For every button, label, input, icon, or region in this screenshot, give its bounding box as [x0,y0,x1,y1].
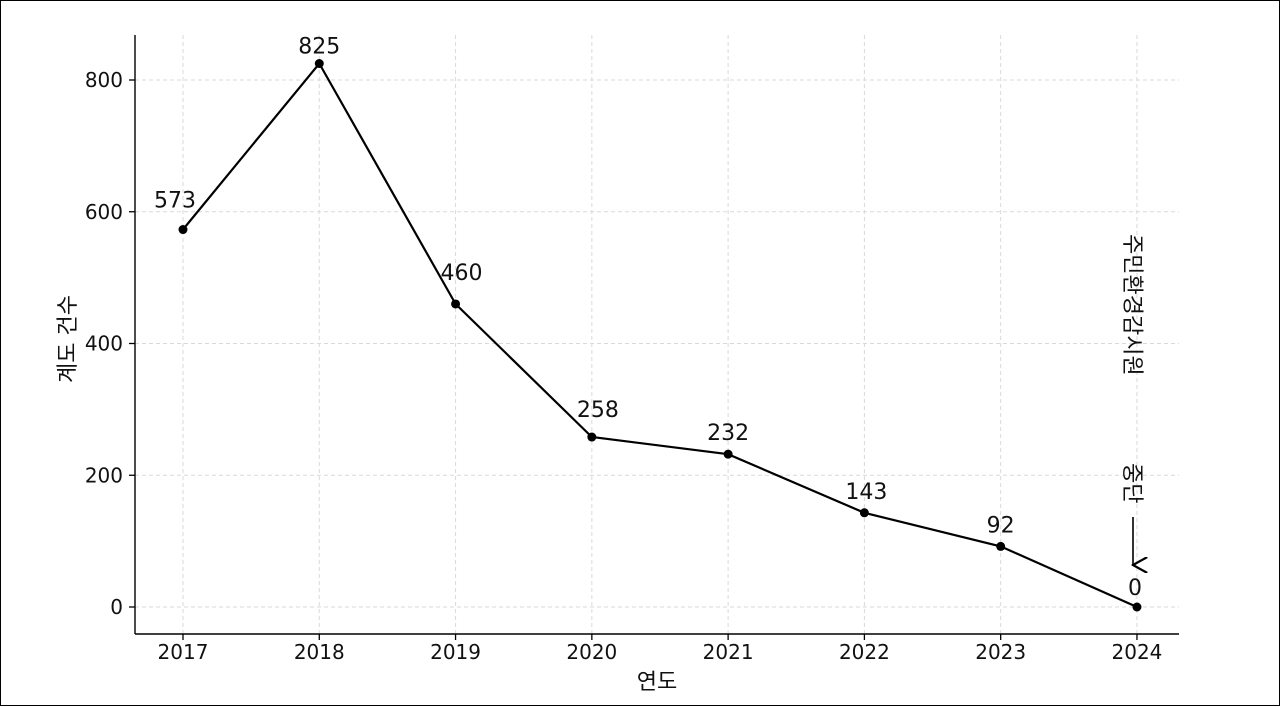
data-points [178,59,1142,612]
data-label: 573 [154,189,196,214]
data-label: 143 [845,480,887,505]
x-tick-label: 2024 [1112,640,1163,664]
y-tick-label: 600 [85,200,123,224]
annotation-text-line2: 중단 [1119,463,1144,503]
data-point [587,432,597,442]
x-tick-label: 2019 [430,640,481,664]
x-axis-label: 연도 [637,670,677,695]
data-point [451,299,461,309]
data-label: 258 [577,398,619,423]
x-tick-label: 2020 [566,640,617,664]
data-point [314,59,324,69]
x-tick-label: 2021 [703,640,754,664]
annotation: 주민환경감시원 중단 [1119,234,1144,565]
y-tick-label: 0 [110,595,123,619]
data-point [178,225,188,235]
y-tick-label: 200 [85,463,123,487]
data-labels: 573 825 460 258 232 143 92 0 [154,35,1142,601]
tick-labels: 0 200 400 600 800 2017 2018 2019 2020 2021 2022 202… [85,68,1163,664]
data-label: 232 [707,421,749,446]
data-label: 0 [1128,576,1142,601]
y-tick-label: 800 [85,68,123,92]
data-label: 460 [441,261,483,286]
data-point [859,508,869,518]
data-label: 92 [987,513,1015,538]
data-point [723,449,733,459]
data-point [1132,602,1142,612]
y-tick-label: 400 [85,332,123,356]
x-tick-label: 2018 [294,640,345,664]
grid [135,35,1179,634]
x-tick-label: 2017 [158,640,209,664]
data-label: 825 [298,35,340,60]
series-line [182,61,1138,609]
data-point [996,541,1006,551]
x-tick-label: 2023 [975,640,1026,664]
annotation-text-line1: 주민환경감시원 [1119,234,1144,376]
axes [129,35,1179,640]
x-tick-label: 2022 [839,640,890,664]
y-axis-label: 계도 건수 [56,295,81,383]
